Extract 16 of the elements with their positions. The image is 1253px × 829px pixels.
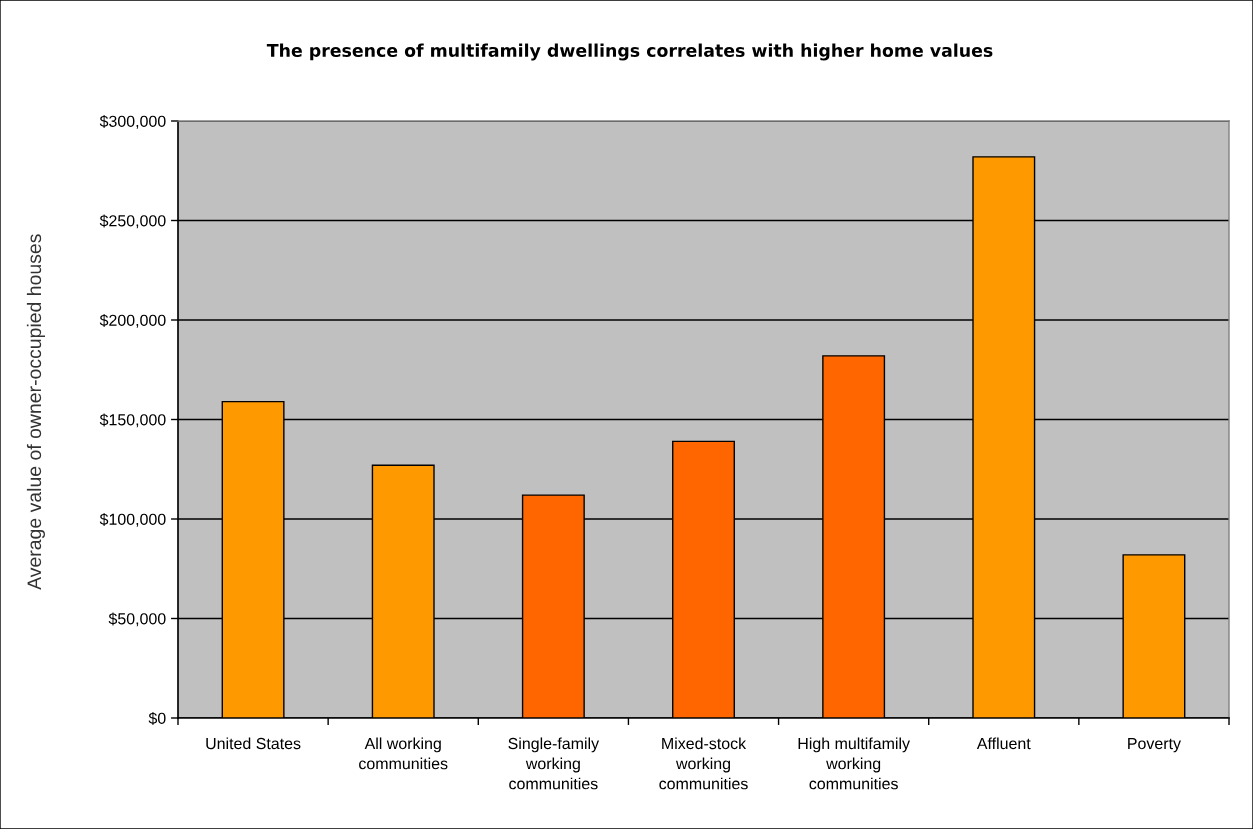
x-tick-label: Affluent	[976, 737, 1031, 750]
x-tick-label: High multifamily working communities	[798, 737, 910, 790]
y-axis-title: Average value of owner-occupied houses	[26, 234, 45, 590]
x-tick-label: United States	[206, 737, 301, 750]
y-tick-label: $300,000	[99, 114, 166, 129]
chart-title: The presence of multifamily dwellings correlates with higher home values	[266, 43, 993, 61]
y-tick-label: $50,000	[108, 612, 166, 627]
y-tick-label: $200,000	[99, 313, 166, 328]
y-tick-label: $0	[148, 711, 166, 725]
x-tick-label: Mixed-stock working communities	[659, 737, 748, 790]
x-tick-label: All working communities	[359, 737, 448, 770]
x-tick-label: Single-family working communities	[508, 737, 600, 790]
y-tick-label: $100,000	[99, 512, 166, 527]
y-tick-label: $250,000	[99, 214, 166, 229]
x-tick-label: Poverty	[1128, 738, 1181, 753]
y-tick-label: $150,000	[99, 413, 166, 428]
